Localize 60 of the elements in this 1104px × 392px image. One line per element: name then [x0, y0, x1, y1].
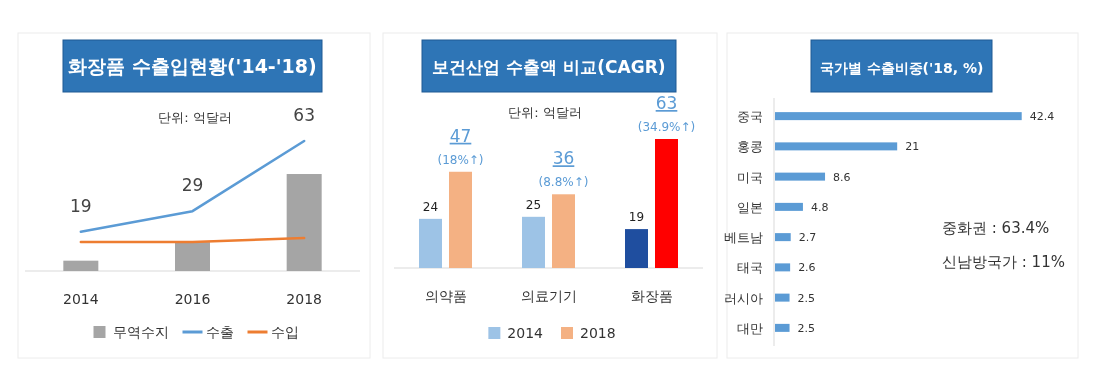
data-label: 2.5 — [797, 321, 816, 335]
data-label: 4.8 — [810, 200, 829, 214]
y-tick-label: 일본 — [737, 199, 763, 215]
x-tick-label: 의료기기 — [520, 288, 577, 304]
x-tick-label: 2014 — [63, 291, 99, 307]
data-label: 29 — [181, 175, 204, 196]
x-tick-label: 의약품 — [424, 288, 467, 304]
annotation: 중화권 : 63.4% — [942, 219, 1050, 237]
annotation: 신남방국가 : 11% — [942, 253, 1065, 271]
legend-label: 수입 — [270, 324, 299, 340]
bar — [775, 142, 898, 151]
data-label: 47 — [449, 125, 472, 146]
legend-label: 수출 — [205, 324, 234, 340]
y-tick-label: 러시아 — [724, 290, 763, 306]
bar — [775, 233, 791, 242]
data-label: 8.6 — [833, 170, 851, 184]
bar — [655, 139, 678, 268]
chart-title: 보건산업 수출액 비교(CAGR) — [432, 57, 666, 77]
y-tick-label: 중국 — [737, 109, 763, 125]
data-label: 19 — [628, 210, 645, 225]
data-label: 42.4 — [1029, 110, 1055, 124]
bar — [552, 194, 575, 268]
data-label: 2.6 — [798, 261, 816, 275]
data-label: 63 — [293, 105, 315, 125]
x-tick-label: 화장품 — [630, 288, 673, 304]
bar — [625, 229, 648, 268]
bar — [775, 263, 791, 272]
data-label: 21 — [905, 140, 920, 154]
data-label: 24 — [422, 199, 439, 214]
text: 단위: 억달러 — [508, 105, 582, 120]
legend-label: 무역수지 — [112, 324, 169, 340]
legend-label: 2014 — [507, 325, 544, 341]
bar — [419, 218, 442, 268]
bar — [449, 171, 472, 268]
y-tick-label: 베트남 — [724, 230, 763, 246]
data-label: 2.5 — [797, 291, 816, 305]
chart-title: 국가별 수출비중('18, %) — [819, 60, 984, 76]
bar — [775, 323, 790, 332]
y-tick-label: 홍콩 — [737, 139, 763, 155]
legend-label: 2018 — [580, 325, 616, 341]
annotation: (8.8%↑) — [538, 175, 589, 190]
bar — [775, 293, 790, 302]
annotation: (34.9%↑) — [637, 120, 696, 134]
x-tick-label: 2018 — [286, 291, 322, 307]
x-tick-label: 2016 — [174, 291, 211, 307]
data-label: 36 — [552, 148, 575, 169]
data-label: 25 — [525, 197, 542, 212]
y-tick-label: 태국 — [737, 260, 763, 276]
annotation: (18%↑) — [437, 152, 484, 167]
y-tick-label: 미국 — [737, 169, 763, 185]
chart-title: 화장품 수출입현황('14-'18) — [68, 55, 317, 77]
data-label: 63 — [655, 93, 678, 113]
bar — [775, 112, 1022, 121]
text: 단위: 억달러 — [158, 110, 232, 125]
y-tick-label: 대만 — [737, 320, 763, 336]
bar — [522, 216, 545, 268]
data-label: 2.7 — [798, 231, 817, 245]
data-label: 19 — [70, 195, 92, 216]
bar — [775, 202, 803, 211]
bar — [775, 172, 826, 181]
